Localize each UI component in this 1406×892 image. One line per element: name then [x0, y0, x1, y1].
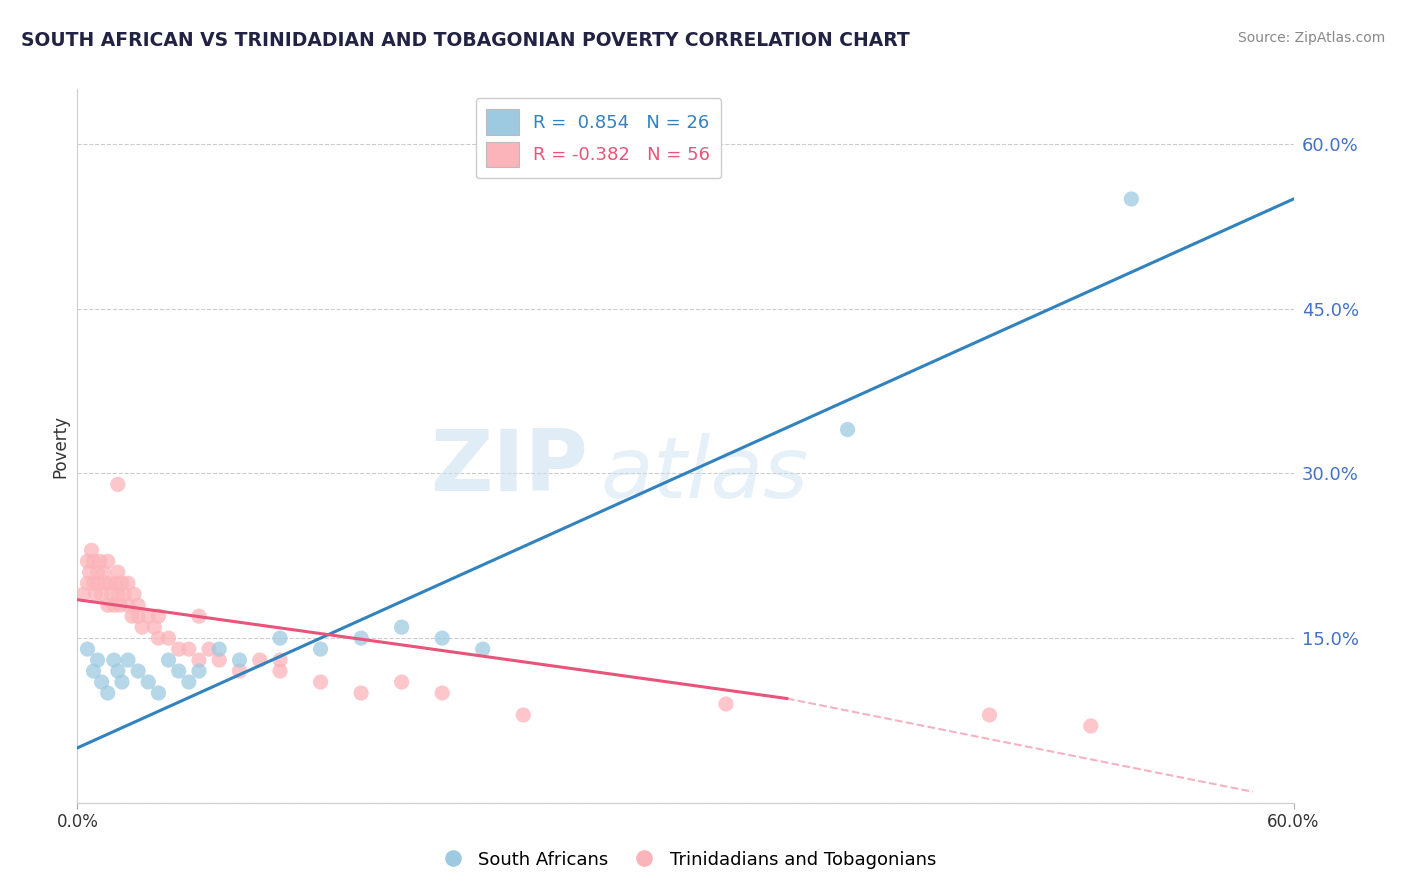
Text: ZIP: ZIP — [430, 425, 588, 509]
Point — [72, 587, 94, 601]
Point — [177, 675, 200, 690]
Text: SOUTH AFRICAN VS TRINIDADIAN AND TOBAGONIAN POVERTY CORRELATION CHART: SOUTH AFRICAN VS TRINIDADIAN AND TOBAGON… — [21, 31, 910, 50]
Point — [107, 566, 129, 580]
Point — [103, 653, 125, 667]
Point — [148, 609, 170, 624]
Point — [93, 566, 115, 580]
Point — [148, 631, 170, 645]
Point — [188, 664, 211, 678]
Point — [117, 576, 139, 591]
Point — [79, 566, 101, 580]
Point — [97, 598, 120, 612]
Point — [121, 609, 143, 624]
Point — [432, 631, 454, 645]
Point — [97, 686, 120, 700]
Point — [208, 653, 231, 667]
Point — [391, 620, 413, 634]
Point — [269, 631, 291, 645]
Point — [167, 642, 190, 657]
Point — [198, 642, 221, 657]
Point — [111, 675, 134, 690]
Point — [979, 708, 1001, 723]
Point — [127, 598, 149, 612]
Point — [112, 587, 135, 601]
Point — [512, 708, 534, 723]
Point — [117, 598, 139, 612]
Point — [136, 675, 159, 690]
Point — [228, 653, 250, 667]
Point — [104, 576, 127, 591]
Point — [157, 653, 180, 667]
Point — [188, 653, 211, 667]
Point — [167, 664, 190, 678]
Point — [84, 587, 107, 601]
Point — [391, 675, 413, 690]
Point — [350, 686, 373, 700]
Point — [249, 653, 271, 667]
Point — [1121, 192, 1143, 206]
Point — [837, 423, 859, 437]
Point — [76, 642, 98, 657]
Text: Source: ZipAtlas.com: Source: ZipAtlas.com — [1237, 31, 1385, 45]
Point — [309, 642, 332, 657]
Point — [131, 620, 153, 634]
Legend: South Africans, Trinidadians and Tobagonians: South Africans, Trinidadians and Tobagon… — [427, 844, 943, 876]
Point — [107, 477, 129, 491]
Point — [127, 609, 149, 624]
Point — [148, 686, 170, 700]
Point — [83, 554, 105, 568]
Point — [157, 631, 180, 645]
Point — [89, 554, 111, 568]
Point — [90, 587, 112, 601]
Point — [350, 631, 373, 645]
Y-axis label: Poverty: Poverty — [51, 415, 69, 477]
Point — [136, 609, 159, 624]
Point — [228, 664, 250, 678]
Point — [97, 554, 120, 568]
Point — [80, 543, 103, 558]
Point — [122, 587, 145, 601]
Point — [107, 587, 129, 601]
Point — [127, 664, 149, 678]
Point — [117, 653, 139, 667]
Point — [90, 675, 112, 690]
Point — [86, 566, 108, 580]
Point — [432, 686, 454, 700]
Point — [108, 598, 131, 612]
Point — [714, 697, 737, 711]
Point — [1080, 719, 1102, 733]
Point — [83, 576, 105, 591]
Point — [471, 642, 494, 657]
Point — [86, 576, 108, 591]
Point — [103, 598, 125, 612]
Point — [309, 675, 332, 690]
Point — [86, 653, 108, 667]
Point — [177, 642, 200, 657]
Point — [76, 576, 98, 591]
Point — [111, 576, 134, 591]
Point — [188, 609, 211, 624]
Point — [208, 642, 231, 657]
Point — [76, 554, 98, 568]
Point — [94, 576, 117, 591]
Point — [98, 576, 121, 591]
Point — [269, 664, 291, 678]
Text: atlas: atlas — [600, 433, 808, 516]
Point — [83, 664, 105, 678]
Point — [143, 620, 166, 634]
Point — [107, 664, 129, 678]
Point — [101, 587, 124, 601]
Point — [269, 653, 291, 667]
